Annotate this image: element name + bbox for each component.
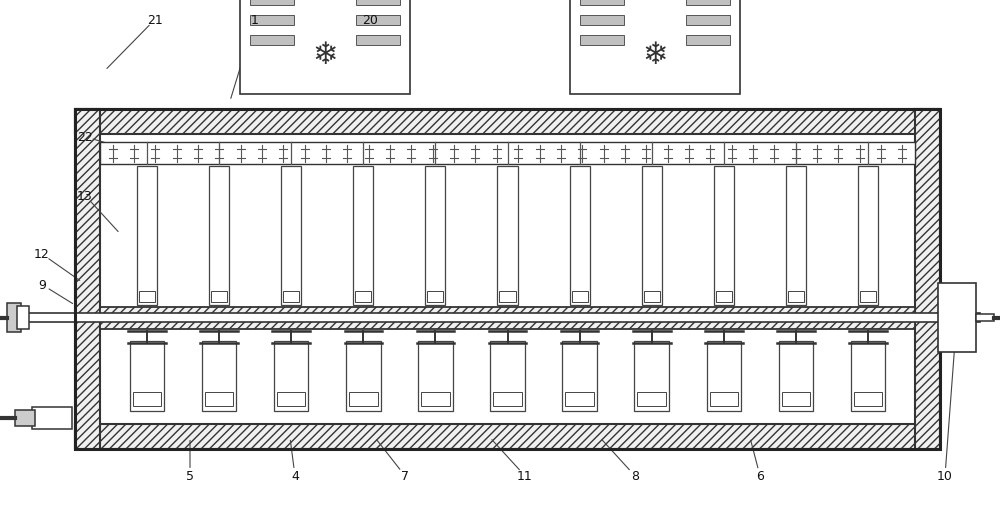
Text: 6: 6	[756, 469, 764, 483]
Bar	[139, 291, 155, 302]
Bar	[355, 291, 371, 302]
Text: 11: 11	[517, 469, 533, 483]
Bar	[75, 110, 100, 449]
Text: 5: 5	[186, 469, 194, 483]
Bar	[686, 0, 730, 6]
Bar	[427, 291, 443, 302]
Bar	[133, 392, 161, 406]
Text: 1: 1	[251, 14, 259, 27]
Text: 20: 20	[362, 14, 378, 27]
Text: 8: 8	[631, 469, 639, 483]
Bar	[490, 342, 525, 411]
Bar	[205, 392, 233, 406]
Bar	[346, 342, 381, 411]
Bar	[100, 307, 915, 329]
Bar	[7, 303, 21, 332]
Bar	[642, 166, 662, 305]
Bar	[782, 392, 810, 406]
Bar	[499, 291, 516, 302]
Bar	[565, 392, 594, 406]
Bar	[211, 291, 227, 302]
Text: 21: 21	[147, 14, 163, 27]
Bar	[277, 392, 305, 406]
Bar	[356, 0, 400, 6]
Bar	[32, 407, 72, 429]
Text: 7: 7	[401, 469, 409, 483]
Bar	[421, 392, 450, 406]
Bar	[130, 342, 164, 411]
Text: 4: 4	[291, 469, 299, 483]
Bar	[250, 36, 294, 46]
Bar	[570, 0, 740, 95]
Bar	[20, 314, 980, 322]
Bar	[100, 143, 915, 165]
Bar	[686, 16, 730, 25]
Bar	[634, 342, 669, 411]
Bar	[137, 166, 157, 305]
Bar	[644, 291, 660, 302]
Bar	[250, 0, 294, 6]
Bar	[349, 392, 378, 406]
Bar	[637, 392, 666, 406]
Bar	[283, 291, 299, 302]
Bar	[786, 166, 806, 305]
Bar	[353, 166, 373, 305]
Bar	[75, 110, 940, 135]
Text: 9: 9	[38, 278, 46, 292]
Bar	[915, 110, 940, 449]
Bar	[425, 166, 445, 305]
Bar	[716, 291, 732, 302]
Text: 22: 22	[77, 131, 93, 144]
Bar	[710, 392, 738, 406]
Text: 12: 12	[34, 248, 50, 261]
Bar	[418, 342, 453, 411]
Bar	[274, 342, 308, 411]
Bar	[580, 36, 624, 46]
Bar	[572, 291, 588, 302]
Bar	[779, 342, 813, 411]
Bar	[938, 284, 976, 352]
Bar	[15, 410, 35, 426]
Text: 13: 13	[77, 189, 93, 203]
Bar	[854, 392, 882, 406]
Bar	[75, 424, 940, 449]
Bar	[493, 392, 522, 406]
Bar	[356, 36, 400, 46]
Text: 10: 10	[937, 469, 953, 483]
Bar	[580, 0, 624, 6]
Bar	[851, 342, 885, 411]
Bar	[860, 291, 876, 302]
Bar	[209, 166, 229, 305]
Bar	[562, 342, 597, 411]
Bar	[686, 36, 730, 46]
Bar	[976, 315, 994, 321]
Bar	[356, 16, 400, 25]
Bar	[570, 166, 590, 305]
Text: ❄: ❄	[312, 41, 338, 69]
Bar	[497, 166, 518, 305]
Bar	[240, 0, 410, 95]
Bar	[281, 166, 301, 305]
Text: ❄: ❄	[642, 41, 668, 69]
Bar	[580, 16, 624, 25]
Bar	[714, 166, 734, 305]
Bar	[858, 166, 878, 305]
Bar	[707, 342, 741, 411]
Bar	[250, 16, 294, 25]
Bar	[75, 110, 940, 449]
Bar	[788, 291, 804, 302]
Bar	[202, 342, 236, 411]
Bar	[17, 306, 29, 329]
